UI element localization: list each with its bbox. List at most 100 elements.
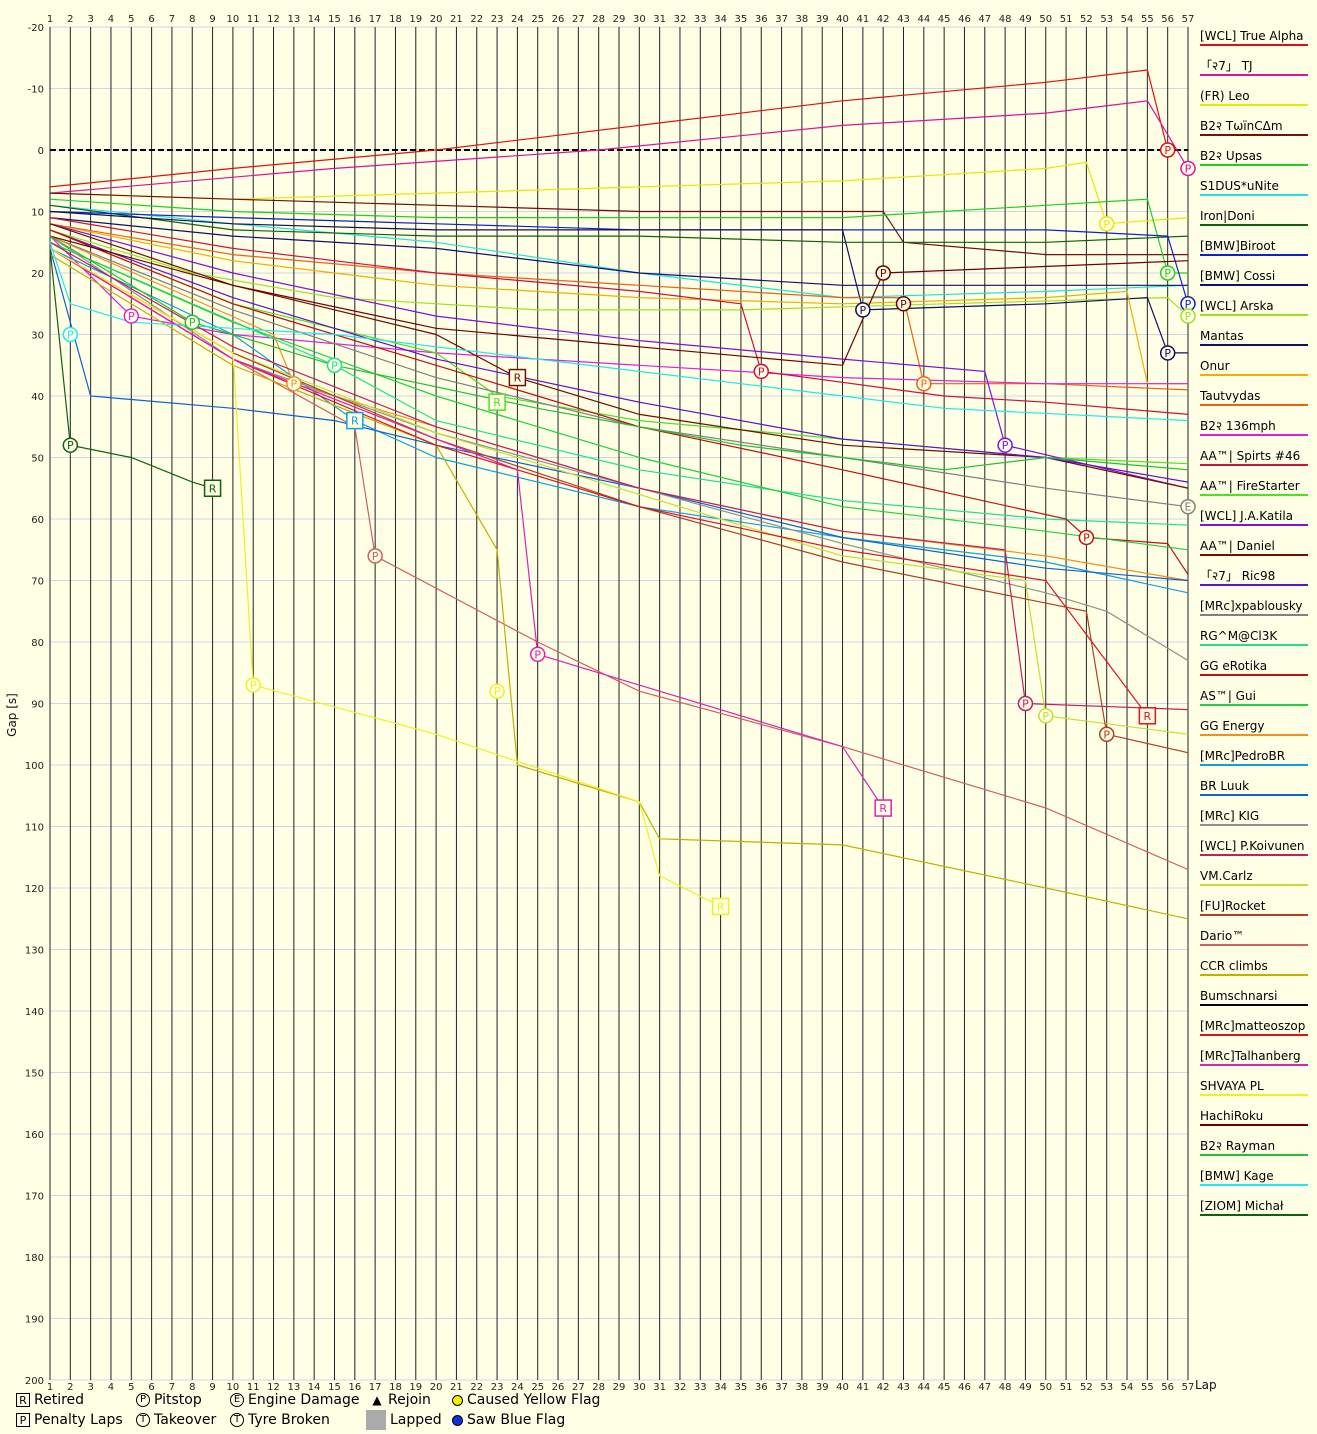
series-line <box>49 248 213 489</box>
x-axis-title: Lap <box>1195 1378 1217 1392</box>
engine-damage-icon: E <box>230 1393 244 1407</box>
series-line <box>49 192 1188 256</box>
legend-entry-label: 「२7」 Ric98 <box>1200 569 1275 583</box>
x-tick-label-bottom: 33 <box>694 1382 707 1392</box>
pitstop-marker <box>1180 308 1196 324</box>
legend-entry-label: [MRc] KIG <box>1200 809 1259 823</box>
marker-label: P <box>758 365 765 378</box>
x-tick-label-top: 24 <box>511 14 524 25</box>
x-tick-label-bottom: 37 <box>775 1382 788 1392</box>
legend-rejoin-label: Rejoin <box>388 1392 431 1408</box>
x-tick-label-bottom: 30 <box>633 1382 646 1392</box>
legend-entry-label: AA™| FireStarter <box>1200 479 1300 493</box>
x-tick-label-bottom: 13 <box>287 1382 300 1392</box>
x-tick-label-top: 21 <box>450 14 463 25</box>
marker-label: P <box>67 329 74 342</box>
x-tick-label-bottom: 43 <box>897 1382 910 1392</box>
marker-label: E <box>1185 501 1192 514</box>
legend-tyre: T Tyre Broken <box>230 1412 330 1428</box>
legend-entry-label: [WCL] Arska <box>1200 299 1274 313</box>
x-tick-label-bottom: 53 <box>1100 1382 1113 1392</box>
legend-entry-label: [WCL] P.Koivunen <box>1200 839 1305 853</box>
marker-label: P <box>1103 218 1110 231</box>
legend-engine-label: Engine Damage <box>248 1392 360 1408</box>
x-tick-label-top: 12 <box>267 14 280 25</box>
marker-label: P <box>1042 710 1049 723</box>
x-tick-label-top: 4 <box>108 14 114 25</box>
x-tick-label-bottom: 40 <box>836 1382 849 1392</box>
series-line <box>49 247 1189 754</box>
legend-blue-label: Saw Blue Flag <box>467 1412 566 1428</box>
y-tick-label: 30 <box>31 331 44 342</box>
y-tick-label: 120 <box>25 884 44 895</box>
marker-label: R <box>514 372 522 385</box>
pitstop-marker <box>1159 265 1176 281</box>
retired-marker <box>203 479 222 497</box>
x-tick-label-top: 35 <box>735 14 748 25</box>
pitstop-marker <box>895 296 912 312</box>
legend-entry-label: (FR) Leo <box>1200 89 1250 103</box>
pitstop-marker <box>1038 708 1054 724</box>
x-tick-label-top: 1 <box>47 14 53 25</box>
legend-pitstop-label: Pitstop <box>154 1392 202 1408</box>
x-tick-label-top: 15 <box>328 14 341 25</box>
legend-entry-label: Mantas <box>1200 329 1244 343</box>
y-tick-label: 200 <box>25 1376 44 1387</box>
marker-label: P <box>291 378 298 391</box>
pitstop-marker <box>184 314 200 330</box>
x-tick-label-bottom: 23 <box>491 1382 504 1392</box>
y-tick-label: 140 <box>25 1007 44 1018</box>
marker-label: R <box>717 900 725 913</box>
series-line <box>49 198 1188 274</box>
pitstop-marker <box>1159 142 1176 158</box>
y-tick-label: 90 <box>31 700 44 711</box>
x-tick-label-bottom: 16 <box>348 1382 361 1392</box>
x-tick-label-top: 33 <box>694 14 707 25</box>
y-tick-label: 50 <box>31 454 44 465</box>
marker-label: P <box>921 378 928 391</box>
x-tick-label-bottom: 35 <box>735 1382 748 1392</box>
marker-label: R <box>493 396 501 409</box>
legend-entry-label: BR Luuk <box>1200 779 1249 793</box>
x-tick-label-bottom: 32 <box>674 1382 687 1392</box>
legend-lapped: Lapped <box>366 1410 442 1430</box>
x-tick-label-bottom: 26 <box>552 1382 565 1392</box>
x-tick-label-top: 57 <box>1182 14 1195 25</box>
legend-entry-label: Onur <box>1200 359 1230 373</box>
legend-entry-label: [MRc]xpablousky <box>1200 599 1303 613</box>
x-tick-label-bottom: 14 <box>308 1382 321 1392</box>
x-tick-label-bottom: 31 <box>653 1382 666 1392</box>
x-tick-label-bottom: 46 <box>958 1382 971 1392</box>
x-tick-label-bottom: 39 <box>816 1382 829 1392</box>
axis-ticks: -20-100102030405060708090100110120130140… <box>25 14 1194 1392</box>
legend-entry-label: AS™| Gui <box>1200 689 1256 703</box>
marker-label: P <box>1164 267 1171 280</box>
series-line <box>49 100 1189 194</box>
y-tick-label: 190 <box>25 1315 44 1326</box>
pitstop-marker <box>1098 726 1115 742</box>
x-tick-label-top: 53 <box>1100 14 1113 25</box>
legend-yellow: Caused Yellow Flag <box>452 1392 600 1408</box>
x-tick-label-top: 36 <box>755 14 768 25</box>
x-tick-label-bottom: 24 <box>511 1382 524 1392</box>
x-tick-label-bottom: 4 <box>108 1382 114 1392</box>
legend-entry-label: SHVAYA PL <box>1200 1079 1264 1093</box>
x-tick-label-top: 52 <box>1080 14 1093 25</box>
y-tick-label: 60 <box>31 515 44 526</box>
x-tick-label-top: 32 <box>674 14 687 25</box>
x-tick-label-bottom: 22 <box>470 1382 483 1392</box>
tyre-broken-icon: T <box>230 1413 244 1427</box>
x-tick-label-bottom: 55 <box>1141 1382 1154 1392</box>
pitstop-marker <box>1078 529 1095 546</box>
x-tick-label-bottom: 50 <box>1039 1382 1052 1392</box>
marker-label: P <box>128 310 135 323</box>
x-tick-label-bottom: 6 <box>148 1382 154 1392</box>
pitstop-marker <box>1017 695 1034 712</box>
x-tick-label-bottom: 1 <box>47 1382 53 1392</box>
retired-marker <box>488 393 506 411</box>
y-tick-label: 40 <box>31 392 44 403</box>
x-tick-label-top: 38 <box>796 14 809 25</box>
x-tick-label-top: 50 <box>1039 14 1052 25</box>
x-tick-label-top: 47 <box>978 14 991 25</box>
